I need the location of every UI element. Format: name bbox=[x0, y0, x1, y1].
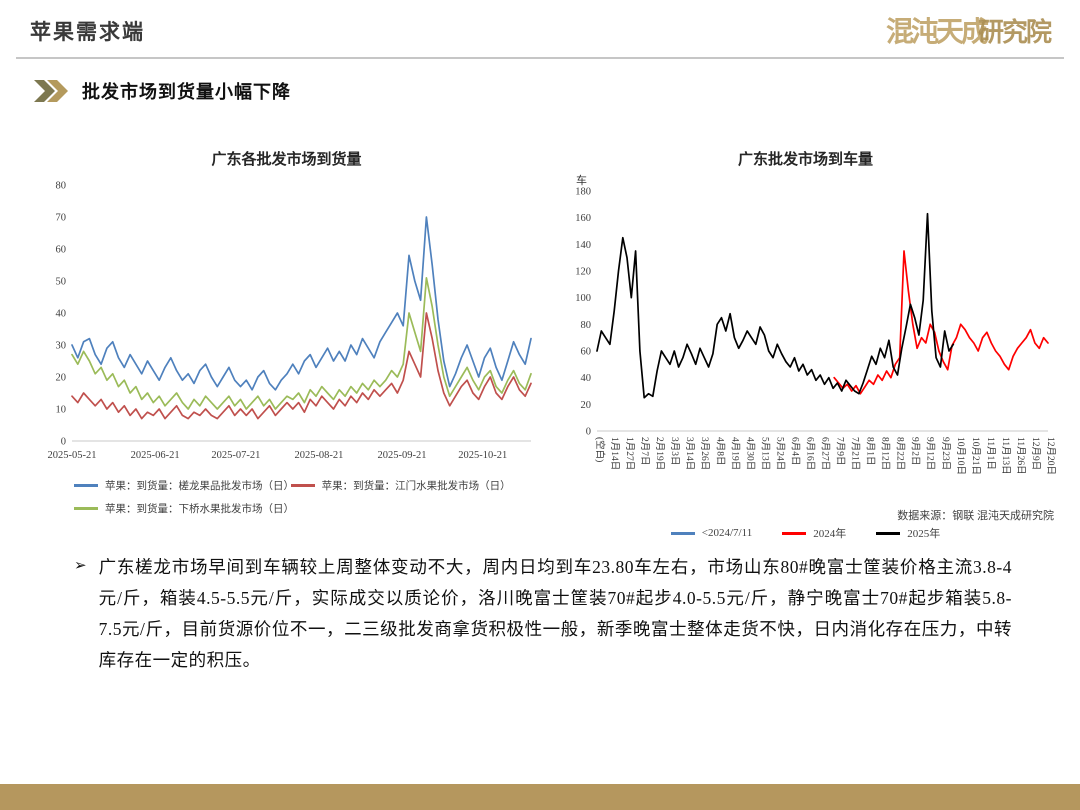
svg-text:60: 60 bbox=[56, 245, 67, 256]
svg-text:2025-05-21: 2025-05-21 bbox=[48, 450, 97, 461]
svg-text:2月7日: 2月7日 bbox=[639, 437, 650, 466]
svg-text:10: 10 bbox=[56, 405, 67, 416]
svg-text:3月3日: 3月3日 bbox=[669, 437, 680, 466]
svg-text:2025-10-21: 2025-10-21 bbox=[458, 450, 507, 461]
svg-text:车: 车 bbox=[576, 173, 587, 187]
svg-text:140: 140 bbox=[575, 240, 591, 251]
legend-item: 苹果：到货量：下桥水果批发市场（日） bbox=[74, 501, 294, 516]
svg-text:0: 0 bbox=[586, 427, 591, 438]
svg-text:70: 70 bbox=[56, 213, 67, 224]
svg-text:30: 30 bbox=[56, 341, 67, 352]
svg-text:6月27日: 6月27日 bbox=[820, 437, 831, 470]
svg-text:1月27日: 1月27日 bbox=[624, 437, 635, 470]
svg-text:(空白): (空白) bbox=[594, 437, 606, 462]
bullet-text: 广东槎龙市场早间到车辆较上周整体变动不大，周内日均到车23.80车左右，市场山东… bbox=[98, 557, 1012, 671]
svg-text:8月1日: 8月1日 bbox=[865, 437, 876, 466]
svg-text:7月9日: 7月9日 bbox=[835, 437, 846, 466]
svg-text:160: 160 bbox=[575, 213, 591, 224]
svg-text:2025-07-21: 2025-07-21 bbox=[211, 450, 260, 461]
legend-swatch bbox=[74, 507, 98, 510]
svg-text:5月24日: 5月24日 bbox=[774, 437, 785, 470]
svg-text:2月19日: 2月19日 bbox=[654, 437, 665, 470]
left-chart-panel: 广东各批发市场到货量 0 10 20 30 40 50 60 70 80 2025-05-21 20… bbox=[28, 148, 545, 541]
left-chart-canvas: 0 10 20 30 40 50 60 70 80 2025-05-21 2025-06-21 202… bbox=[48, 181, 532, 461]
svg-text:4月8日: 4月8日 bbox=[714, 437, 725, 466]
legend-label: <2024/7/11 bbox=[701, 527, 753, 539]
legend-swatch bbox=[74, 484, 98, 487]
bullet-marker: ➢ bbox=[74, 558, 87, 574]
svg-text:8月12日: 8月12日 bbox=[880, 437, 891, 470]
svg-text:9月2日: 9月2日 bbox=[910, 437, 921, 466]
svg-text:40: 40 bbox=[581, 373, 592, 384]
legend-swatch bbox=[782, 531, 807, 535]
svg-text:11月13日: 11月13日 bbox=[1000, 437, 1011, 475]
svg-text:80: 80 bbox=[56, 181, 67, 192]
legend-label: 2024年 bbox=[813, 528, 847, 540]
svg-text:4月19日: 4月19日 bbox=[729, 437, 740, 470]
legend-label: 苹果：到货量：江门水果批发市场（日） bbox=[321, 481, 511, 492]
svg-text:5月13日: 5月13日 bbox=[759, 437, 770, 470]
header-divider bbox=[16, 57, 1064, 59]
svg-text:4月30日: 4月30日 bbox=[744, 437, 755, 470]
svg-text:12月9日: 12月9日 bbox=[1030, 437, 1041, 470]
svg-text:11月26日: 11月26日 bbox=[1015, 437, 1026, 475]
legend-item: 2024年 bbox=[782, 525, 846, 541]
svg-text:3月14日: 3月14日 bbox=[684, 437, 695, 470]
charts-row: 广东各批发市场到货量 0 10 20 30 40 50 60 70 80 2025-05-21 20… bbox=[28, 148, 1058, 541]
svg-text:2025-09-21: 2025-09-21 bbox=[378, 450, 427, 461]
svg-text:1月14日: 1月14日 bbox=[609, 437, 620, 470]
footer-bar bbox=[0, 784, 1080, 810]
svg-text:8月22日: 8月22日 bbox=[895, 437, 906, 470]
legend-swatch bbox=[670, 531, 695, 535]
brand-logo: 混沌天成 研究院 bbox=[885, 10, 1052, 50]
svg-text:80: 80 bbox=[581, 320, 592, 331]
svg-text:50: 50 bbox=[56, 277, 67, 288]
brand-logo-text-1: 混沌天成 bbox=[885, 17, 989, 48]
svg-text:20: 20 bbox=[56, 373, 67, 384]
svg-text:40: 40 bbox=[56, 309, 67, 320]
svg-text:180: 180 bbox=[575, 187, 591, 198]
legend-label: 苹果：到货量：下桥水果批发市场（日） bbox=[105, 504, 294, 515]
svg-text:2025-08-21: 2025-08-21 bbox=[294, 450, 343, 461]
svg-text:11月1日: 11月1日 bbox=[985, 437, 996, 470]
left-chart-legend: 苹果：到货量：槎龙果品批发市场（日） 苹果：到货量：江门水果批发市场（日） 苹果：到… bbox=[28, 478, 545, 524]
section-title-row: 批发市场到货量小幅下降 bbox=[34, 78, 291, 104]
svg-text:20: 20 bbox=[581, 400, 592, 411]
svg-text:12月20日: 12月20日 bbox=[1045, 437, 1056, 475]
legend-label: 2025年 bbox=[907, 528, 941, 540]
brand-logo-text-2: 研究院 bbox=[977, 18, 1052, 47]
svg-text:0: 0 bbox=[61, 437, 66, 448]
double-chevron-icon bbox=[34, 80, 68, 102]
svg-text:6月16日: 6月16日 bbox=[804, 437, 815, 470]
right-chart-legend: <2024/7/11 2024年 2025年 bbox=[553, 525, 1058, 541]
svg-text:7月21日: 7月21日 bbox=[850, 437, 861, 470]
page-title: 苹果需求端 bbox=[30, 20, 145, 44]
legend-item: 2025年 bbox=[876, 525, 940, 541]
legend-swatch bbox=[876, 531, 901, 535]
right-chart-panel: 广东批发市场到车量 0 20 40 60 80 100 120 140 160 180 (空白) 1月… bbox=[553, 148, 1058, 541]
legend-swatch bbox=[290, 484, 315, 487]
svg-text:60: 60 bbox=[581, 347, 592, 358]
svg-text:9月23日: 9月23日 bbox=[940, 437, 951, 470]
legend-label: 苹果：到货量：槎龙果品批发市场（日） bbox=[105, 481, 294, 492]
section-title: 批发市场到货量小幅下降 bbox=[82, 82, 291, 102]
bullet-paragraph: ➢ 广东槎龙市场早间到车辆较上周整体变动不大，周内日均到车23.80车左右，市场… bbox=[74, 552, 1012, 677]
svg-text:100: 100 bbox=[575, 293, 591, 304]
legend-item: 苹果：到货量：槎龙果品批发市场（日） bbox=[74, 478, 294, 493]
data-source: 数据来源：钢联 混沌天成研究院 bbox=[897, 510, 1054, 522]
left-chart-title: 广东各批发市场到货量 bbox=[211, 152, 362, 168]
svg-text:10月21日: 10月21日 bbox=[970, 437, 981, 475]
right-chart-canvas: 0 20 40 60 80 100 120 140 160 180 (空白) 1月14日 1月27日 2月… bbox=[575, 173, 1056, 475]
svg-text:2025-06-21: 2025-06-21 bbox=[131, 450, 180, 461]
svg-text:10月10日: 10月10日 bbox=[955, 437, 966, 475]
svg-text:6月4日: 6月4日 bbox=[789, 437, 800, 466]
right-chart-title: 广东批发市场到车量 bbox=[737, 152, 873, 168]
svg-text:3月26日: 3月26日 bbox=[699, 437, 710, 470]
svg-text:9月12日: 9月12日 bbox=[925, 437, 936, 470]
legend-item: 苹果：到货量：江门水果批发市场（日） bbox=[290, 478, 511, 493]
svg-text:120: 120 bbox=[575, 267, 591, 278]
legend-item: <2024/7/11 bbox=[670, 525, 753, 541]
